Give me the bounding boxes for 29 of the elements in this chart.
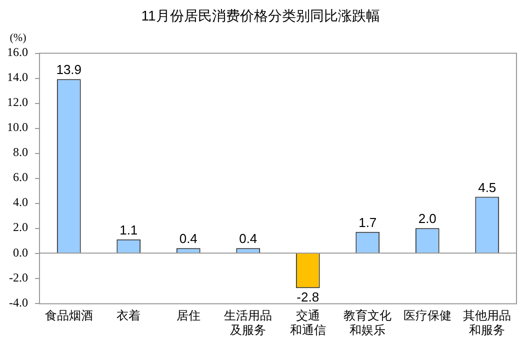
data-label: 0.4: [239, 231, 258, 246]
y-tick-label: 8.0: [13, 145, 28, 160]
x-tick-label: 交通和通信: [290, 308, 326, 337]
y-tick-label: 12.0: [7, 95, 28, 110]
y-tick-label: 4.0: [13, 195, 28, 210]
x-tick-label: 食品烟酒: [44, 308, 93, 323]
data-label: -2.8: [296, 289, 320, 304]
y-tick-label: -4.0: [9, 295, 28, 310]
x-tick-label: 生活用品及服务: [224, 308, 272, 337]
data-label: 1.1: [120, 222, 138, 238]
y-tick-label: 10.0: [7, 120, 28, 134]
y-tick-label: 6.0: [13, 170, 28, 184]
x-tick-label: 衣着: [116, 308, 141, 323]
y-axis-title: (%): [10, 32, 27, 44]
data-label: 4.5: [478, 180, 496, 195]
x-tick-label: 教育文化和娱乐: [344, 308, 392, 337]
y-tick-label: 14.0: [7, 70, 28, 84]
data-label: 13.9: [56, 62, 82, 78]
y-tick-label: 16.0: [7, 44, 28, 59]
x-tick-label: 居住: [176, 308, 200, 323]
x-tick-label: 其他用品和服务: [463, 308, 512, 337]
y-tick-label: 2.0: [13, 220, 28, 234]
y-tick-label: 0.0: [13, 245, 28, 260]
chart-title: 11月份居民消费价格分类别同比涨跌幅: [141, 7, 380, 24]
data-label: 0.4: [179, 231, 198, 246]
data-label: 1.7: [358, 214, 377, 230]
x-tick-label: 医疗保健: [403, 308, 452, 323]
data-label: 2.0: [418, 211, 436, 226]
y-tick-label: -2.0: [9, 270, 28, 284]
